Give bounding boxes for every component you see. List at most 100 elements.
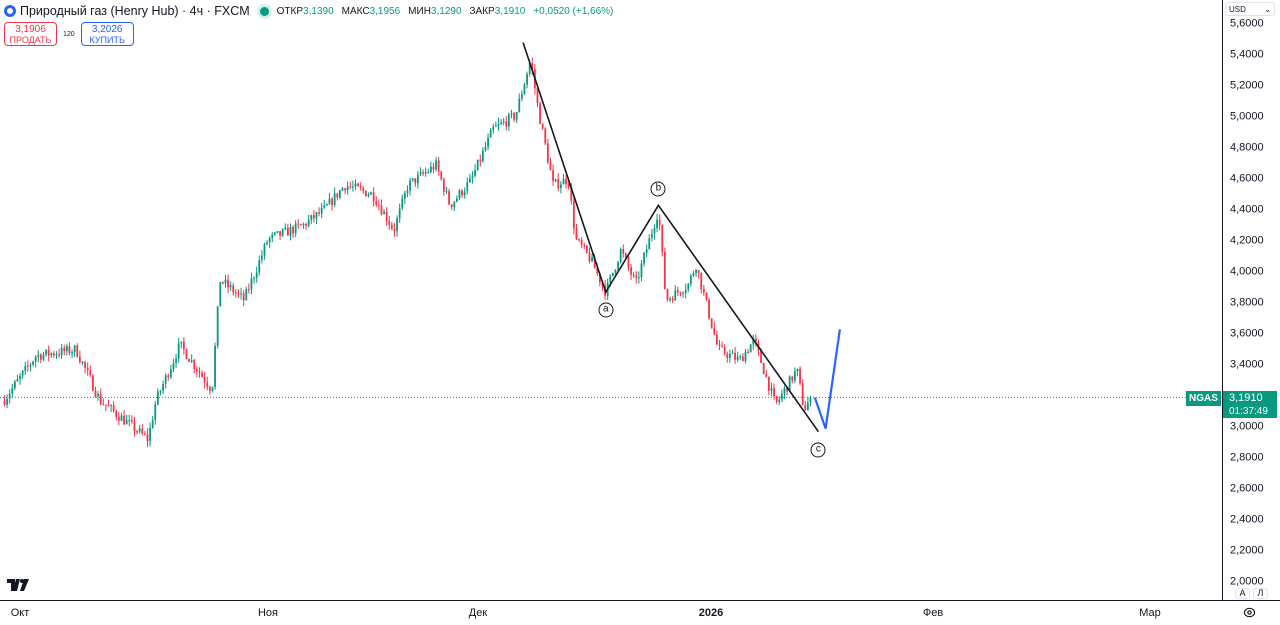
candle-body <box>416 174 419 184</box>
candle <box>175 353 177 369</box>
candle <box>398 203 401 224</box>
candle <box>169 364 172 380</box>
auto-scale-button[interactable]: A <box>1235 588 1250 599</box>
candle-body <box>809 397 812 403</box>
candle <box>492 123 495 134</box>
candle <box>401 194 404 211</box>
time-axis[interactable] <box>0 600 1280 625</box>
candle <box>468 173 471 183</box>
wave-label-a[interactable]: a <box>598 302 614 318</box>
candle-body <box>450 204 453 208</box>
candle-body <box>71 351 73 354</box>
settings-icon[interactable] <box>1243 606 1256 619</box>
ohlc-low: МИН3,1290 <box>408 5 462 17</box>
candle <box>440 170 443 181</box>
candle <box>684 283 687 299</box>
candle-body <box>128 420 131 422</box>
candle-body <box>669 298 671 300</box>
candle-body <box>481 150 484 162</box>
symbol-title[interactable]: Природный газ (Henry Hub) · 4ч · FXCM <box>20 4 250 18</box>
candle-body <box>357 183 359 187</box>
candle <box>674 285 677 301</box>
candle-body <box>775 396 778 402</box>
candle <box>580 237 583 249</box>
candle <box>788 375 791 392</box>
candle-body <box>734 352 736 360</box>
log-scale-button[interactable]: Л <box>1253 588 1268 599</box>
candle <box>416 170 419 189</box>
candle-body <box>741 356 744 362</box>
candle-body <box>406 190 409 193</box>
candle <box>645 244 648 258</box>
candle-body <box>182 341 185 350</box>
candle <box>453 201 456 212</box>
candle <box>242 290 245 307</box>
candle-body <box>297 223 300 225</box>
tradingview-logo-icon[interactable] <box>7 579 29 591</box>
candle <box>578 238 580 242</box>
candle <box>666 288 669 302</box>
candle-body <box>695 269 697 274</box>
candle-body <box>284 227 287 230</box>
buy-button[interactable]: 3,2026 КУПИТЬ <box>80 22 134 46</box>
candle-body <box>32 361 34 365</box>
candle <box>32 360 34 367</box>
candle-body <box>167 375 170 378</box>
wave-abc-line[interactable] <box>522 42 820 433</box>
candle-body <box>401 198 404 209</box>
candle-body <box>47 349 50 356</box>
candle <box>338 189 341 200</box>
price-tick: 5,4000 <box>1230 48 1264 61</box>
candle-body <box>81 361 84 363</box>
price-axis[interactable] <box>1222 0 1280 600</box>
candle <box>201 370 203 378</box>
candle-body <box>234 292 237 294</box>
candle <box>546 138 549 165</box>
candle-body <box>611 272 614 276</box>
candle-body <box>315 212 318 219</box>
candle-body <box>624 253 627 258</box>
candle <box>229 281 232 291</box>
symbol-price-label: NGAS <box>1186 391 1221 406</box>
candle <box>718 340 721 351</box>
candle-body <box>162 383 164 391</box>
candle <box>585 245 588 254</box>
candle-body <box>489 129 492 138</box>
candle <box>731 349 734 354</box>
chart-pane[interactable] <box>0 0 1222 600</box>
candle-body <box>520 94 523 99</box>
candle-body <box>689 275 692 284</box>
candle <box>637 271 640 284</box>
candle-body <box>318 212 320 214</box>
candle-body <box>328 198 331 205</box>
candle-body <box>640 263 643 278</box>
candle <box>84 360 86 374</box>
candle <box>323 199 326 209</box>
candle-body <box>13 381 16 389</box>
projection-line[interactable] <box>813 329 841 429</box>
candle <box>151 416 154 429</box>
candle <box>180 341 183 349</box>
sell-button[interactable]: 3,1906 ПРОДАТЬ <box>4 22 57 46</box>
candle <box>749 343 752 353</box>
candle-body <box>307 219 310 226</box>
currency-select[interactable]: USD ⌄ <box>1225 2 1275 16</box>
candle <box>297 219 300 229</box>
candle-body <box>208 386 211 391</box>
candle-body <box>91 375 94 391</box>
candle <box>442 177 445 196</box>
candle-body <box>359 186 362 188</box>
wave-label-c[interactable]: c <box>810 442 826 458</box>
candle <box>393 223 396 237</box>
candle <box>435 156 437 172</box>
candle-body <box>796 368 799 372</box>
wave-label-b[interactable]: b <box>650 181 666 197</box>
candle-body <box>349 186 352 188</box>
trade-buttons: 3,1906 ПРОДАТЬ 120 3,2026 КУПИТЬ <box>4 22 134 46</box>
candle <box>47 345 50 362</box>
candle <box>292 225 294 238</box>
candle-body <box>271 234 274 238</box>
candle <box>611 272 614 277</box>
candle-body <box>388 221 391 225</box>
symbol-logo-icon <box>4 5 16 17</box>
